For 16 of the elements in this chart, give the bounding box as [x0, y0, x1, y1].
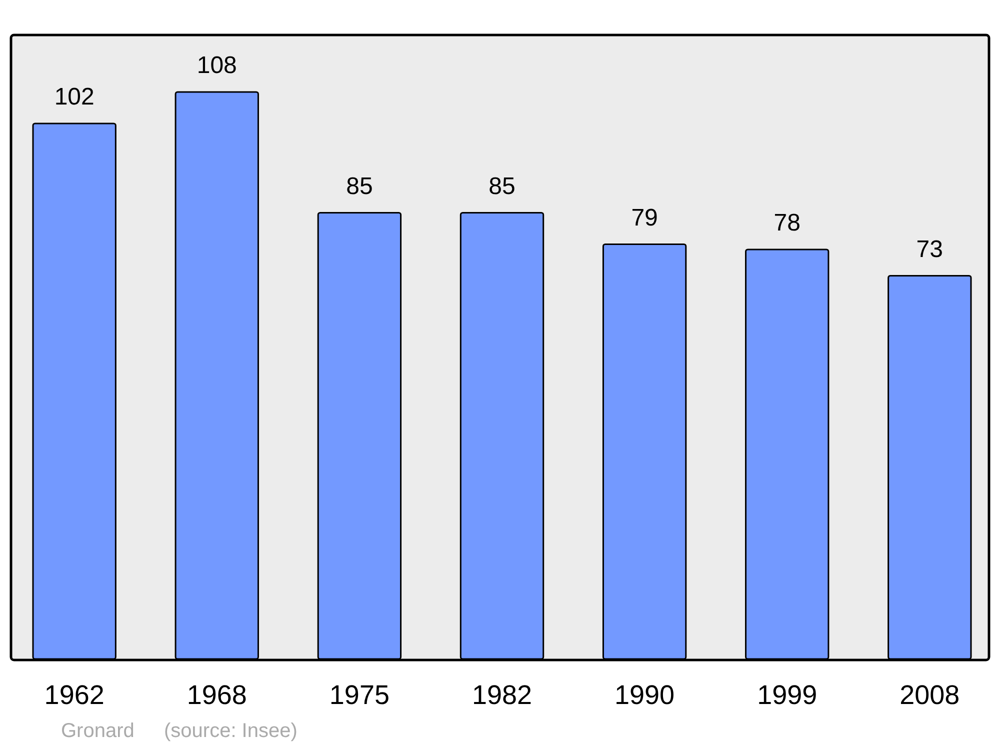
text: (source: Insee)	[164, 720, 298, 742]
x-tick-label: 1968	[186, 680, 247, 710]
data-label: 79	[631, 204, 658, 232]
x-tick-label: 1975	[329, 680, 390, 710]
data-label: 73	[916, 236, 944, 263]
x-tick-label: 2008	[900, 680, 960, 710]
data-label: 102	[54, 84, 94, 110]
text: Gronard	[61, 720, 134, 742]
x-tick-label: 1982	[472, 680, 532, 710]
data-label: 85	[488, 172, 516, 200]
x-tick-label: 1999	[757, 680, 818, 710]
data-label: 85	[346, 172, 373, 200]
x-tick-label: 1962	[44, 680, 104, 710]
data-label: 78	[774, 210, 800, 236]
x-tick-label: 1990	[614, 680, 675, 710]
data-label: 108	[196, 52, 237, 79]
